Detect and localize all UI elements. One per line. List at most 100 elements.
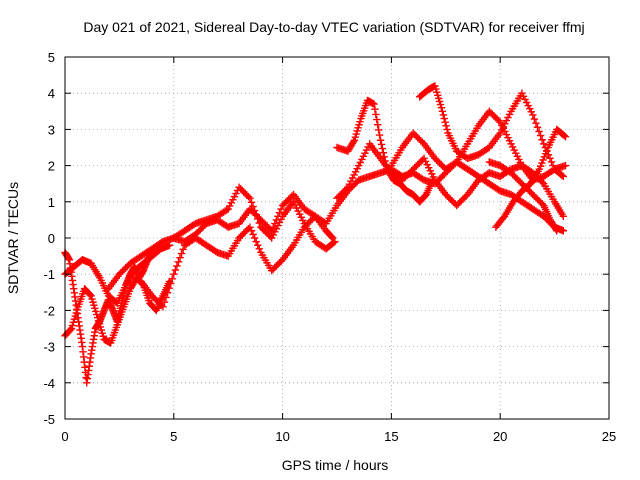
y-tick-label: -4: [43, 376, 55, 391]
data-point: [247, 198, 256, 207]
data-point: [160, 298, 169, 306]
data-point: [374, 126, 383, 134]
series-5: [137, 212, 337, 311]
data-point: [375, 131, 384, 139]
data-point: [328, 234, 337, 242]
x-axis-label: GPS time / hours: [282, 457, 389, 473]
data-point: [379, 148, 388, 157]
data-point: [535, 165, 544, 173]
data-point: [176, 253, 184, 262]
data-point: [66, 325, 75, 334]
series-7: [333, 96, 437, 206]
x-tick-label: 10: [275, 429, 289, 444]
data-point: [377, 140, 386, 149]
data-point: [443, 125, 451, 134]
data-point: [371, 105, 379, 113]
data-point: [90, 301, 98, 309]
data-point: [177, 249, 186, 258]
x-tick-label: 20: [493, 429, 507, 444]
data-point: [98, 329, 107, 337]
data-point: [378, 144, 387, 153]
grid-layer: [65, 57, 609, 419]
data-point: [89, 298, 97, 306]
x-tick-label: 0: [61, 429, 68, 444]
data-point: [541, 150, 550, 158]
data-point: [355, 121, 363, 129]
x-tick-label: 5: [170, 429, 177, 444]
series-11: [492, 125, 570, 231]
y-tick-label: 5: [48, 50, 55, 65]
data-point: [246, 194, 254, 202]
data-point: [559, 212, 568, 220]
data-point: [435, 97, 444, 106]
x-tick-label: 15: [384, 429, 398, 444]
data-point: [436, 100, 445, 109]
data-point: [170, 270, 178, 278]
series-9: [387, 107, 570, 184]
data-point: [532, 119, 540, 127]
data-point: [434, 91, 442, 99]
data-point: [529, 111, 537, 119]
data-point: [328, 233, 336, 241]
data-point: [560, 131, 568, 140]
series-10: [415, 82, 568, 181]
data-point: [561, 132, 570, 141]
data-point: [91, 304, 99, 313]
y-tick-label: -1: [43, 267, 55, 282]
data-point: [179, 245, 187, 254]
y-tick-label: 4: [48, 86, 55, 101]
y-tick-label: -2: [43, 303, 55, 318]
data-point: [373, 115, 381, 124]
data-point: [561, 161, 570, 170]
data-point: [163, 289, 172, 297]
y-tick-label: -5: [43, 412, 55, 427]
data-point: [92, 307, 100, 316]
y-tick-label: 2: [48, 159, 55, 174]
data-point: [165, 284, 173, 292]
data-point: [67, 324, 76, 333]
data-point: [70, 315, 79, 323]
y-tick-label: 3: [48, 122, 55, 137]
chart-title: Day 021 of 2021, Sidereal Day-to-day VTE…: [83, 19, 584, 35]
data-point: [88, 295, 96, 303]
data-point: [171, 266, 180, 274]
data-point: [329, 238, 338, 247]
data-point: [535, 127, 543, 136]
series-12: [485, 158, 561, 235]
data-point: [536, 162, 545, 170]
data-point: [553, 227, 561, 235]
data-point: [437, 103, 446, 112]
data-point: [441, 118, 449, 126]
data-point: [539, 156, 547, 164]
data-point: [376, 136, 385, 144]
data-point: [174, 258, 183, 266]
data-point: [540, 153, 549, 161]
data-point: [559, 172, 568, 181]
data-layer: [61, 82, 570, 387]
x-tick-label: 25: [602, 429, 616, 444]
data-point: [162, 293, 170, 302]
data-point: [353, 127, 361, 135]
data-point: [439, 111, 448, 119]
data-point: [68, 321, 77, 330]
y-tick-label: -3: [43, 340, 55, 355]
data-point: [352, 130, 360, 138]
data-point: [438, 107, 447, 115]
data-point: [354, 124, 362, 132]
data-point: [166, 279, 175, 288]
data-point: [370, 100, 378, 108]
data-point: [440, 114, 448, 123]
data-point: [173, 262, 181, 270]
y-axis-label: SDTVAR / TECUs: [5, 182, 21, 294]
data-point: [442, 122, 450, 130]
data-point: [86, 291, 94, 299]
series-4: [104, 183, 339, 293]
data-point: [372, 110, 380, 119]
tick-layer: 0 5 10 15 20 25 -5 -4 -3 -2 -1 0 1 2 3 4 5: [43, 50, 616, 444]
data-point: [159, 303, 167, 311]
data-point: [87, 292, 95, 300]
data-point: [543, 146, 551, 155]
data-point: [538, 136, 546, 144]
